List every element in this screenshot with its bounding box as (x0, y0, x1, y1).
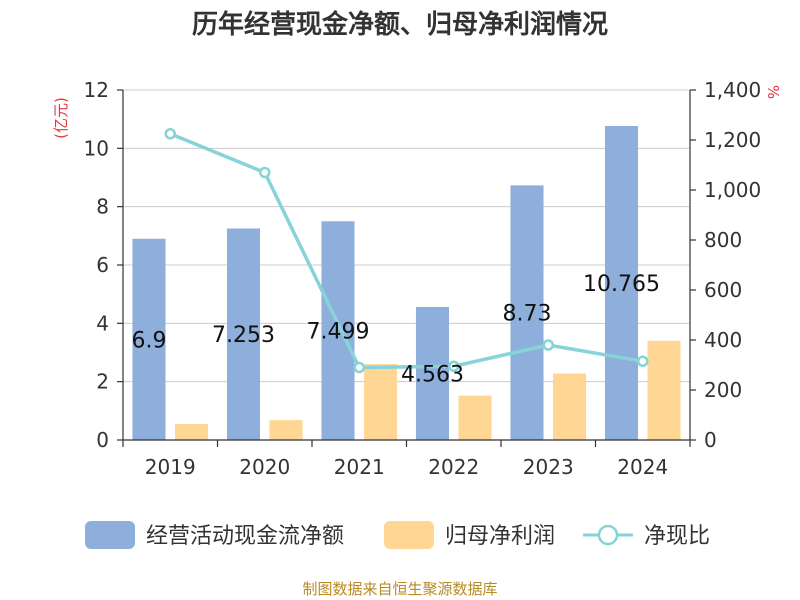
x-tick-label: 2021 (334, 455, 385, 479)
ratio-line-path (169, 132, 644, 370)
bar-net-profit (269, 420, 303, 440)
chart-title: 历年经营现金净额、归母净利润情况 (192, 9, 608, 40)
x-tick-label: 2022 (428, 455, 479, 479)
data-label-cashflow: 4.563 (401, 362, 464, 387)
ratio-line (164, 128, 649, 374)
right-tick-label: 200 (704, 378, 742, 402)
legend-swatch-cashflow (85, 521, 135, 549)
legend: 经营活动现金流净额 归母净利润 净现比 (85, 521, 710, 549)
bar-cashflow (604, 126, 639, 440)
x-tick-label: 2023 (523, 455, 574, 479)
ratio-point (353, 361, 365, 374)
right-tick-label: 600 (704, 278, 742, 302)
data-label-cashflow: 8.73 (502, 302, 551, 327)
data-label-cashflow: 7.499 (306, 320, 369, 345)
bar-net-profit (174, 423, 209, 440)
legend-swatch-ratio-marker (597, 524, 619, 546)
bar-net-profit (458, 395, 492, 440)
legend-swatch-net-profit (384, 521, 434, 549)
right-tick-label: 800 (704, 228, 742, 252)
ratio-point (164, 128, 176, 140)
data-label-cashflow: 6.9 (131, 328, 166, 353)
data-label-cashflow: 10.765 (583, 272, 660, 297)
right-tick-label: 1,200 (704, 128, 761, 152)
bar-net-profit (647, 340, 681, 440)
bar-net-profit (363, 364, 398, 440)
legend-label-net-profit: 归母净利润 (445, 524, 555, 549)
legend-item-cashflow[interactable]: 经营活动现金流净额 (85, 521, 344, 549)
data-label-cashflow: 7.253 (212, 323, 275, 348)
legend-item-ratio[interactable]: 净现比 (583, 524, 710, 549)
bar-cashflow (226, 228, 261, 440)
grid-lines (123, 89, 690, 383)
axes: 0 2 4 6 8 10 12 0 200 400 600 800 1,000 1,200 1,400 201… (84, 78, 762, 479)
left-tick-label: 4 (96, 311, 109, 335)
left-tick-label: 8 (96, 195, 109, 219)
x-tick-label: 2019 (145, 455, 196, 479)
bar-cashflow (321, 221, 355, 440)
left-tick-label: 2 (96, 370, 109, 394)
legend-label-cashflow: 经营活动现金流净额 (146, 524, 344, 549)
ratio-point (259, 166, 271, 179)
right-tick-label: 1,400 (704, 78, 761, 102)
right-tick-label: 1,000 (704, 178, 761, 202)
left-tick-label: 10 (84, 136, 109, 160)
ratio-point (637, 355, 649, 367)
bars (132, 126, 681, 440)
right-tick-label: 0 (704, 428, 717, 452)
left-tick-label: 6 (96, 253, 109, 277)
ratio-point (542, 339, 554, 351)
legend-label-ratio: 净现比 (644, 524, 710, 549)
x-tick-label: 2020 (239, 455, 290, 479)
left-tick-label: 0 (96, 428, 109, 452)
bar-cashflow (132, 238, 166, 440)
ratio-point (448, 360, 460, 372)
left-tick-label: 12 (84, 78, 109, 102)
right-axis-unit: % (764, 85, 782, 99)
data-labels: 6.9 7.253 7.499 4.563 8.73 10.765 (131, 272, 659, 387)
bar-cashflow (415, 306, 450, 440)
legend-item-net-profit[interactable]: 归母净利润 (384, 521, 555, 549)
x-tick-label: 2024 (617, 455, 668, 479)
bar-net-profit (552, 373, 587, 440)
bar-cashflow (510, 185, 544, 440)
source-note: 制图数据来自恒生聚源数据库 (302, 580, 497, 598)
left-axis-unit: (亿元) (52, 97, 70, 139)
right-tick-label: 400 (704, 328, 742, 352)
